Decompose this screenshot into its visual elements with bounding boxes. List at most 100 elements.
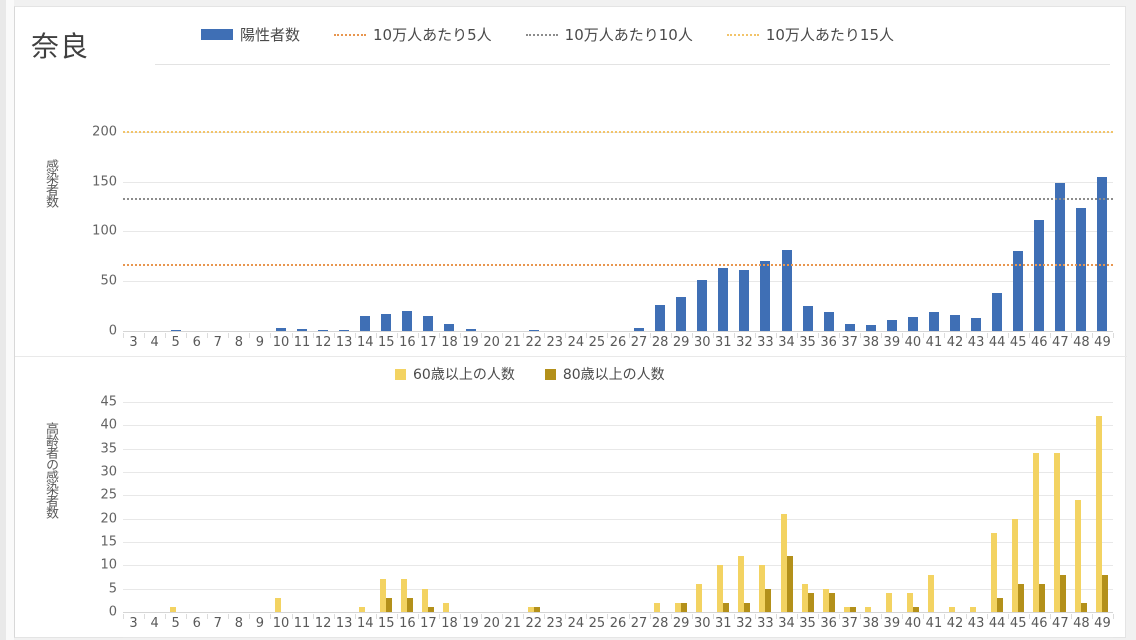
bar-group[interactable] xyxy=(544,117,565,331)
bar[interactable] xyxy=(422,588,429,612)
bar[interactable] xyxy=(912,607,919,612)
bar[interactable] xyxy=(738,556,745,612)
bar[interactable] xyxy=(849,607,856,612)
bar-group[interactable] xyxy=(144,117,165,331)
bar-group[interactable] xyxy=(481,117,502,331)
bar[interactable] xyxy=(928,312,939,331)
bar-group[interactable] xyxy=(818,117,839,331)
bar[interactable] xyxy=(823,312,834,331)
bar[interactable] xyxy=(843,607,850,612)
bar[interactable] xyxy=(1033,453,1040,612)
bar-group[interactable] xyxy=(523,402,544,612)
bar[interactable] xyxy=(906,593,913,612)
legend-item[interactable]: 10万人あたり15人 xyxy=(726,24,894,45)
bar[interactable] xyxy=(169,607,176,612)
bar[interactable] xyxy=(1034,219,1045,331)
bar-group[interactable] xyxy=(165,402,186,612)
bar-group[interactable] xyxy=(249,117,270,331)
legend-item[interactable]: 60歳以上の人数 xyxy=(395,364,515,384)
bar-group[interactable] xyxy=(207,402,228,612)
bar-group[interactable] xyxy=(544,402,565,612)
bar-group[interactable] xyxy=(923,402,944,612)
bar-group[interactable] xyxy=(671,117,692,331)
bar[interactable] xyxy=(318,329,329,331)
bar-group[interactable] xyxy=(1071,117,1092,331)
bar-group[interactable] xyxy=(523,117,544,331)
bar[interactable] xyxy=(1060,574,1067,612)
bar-group[interactable] xyxy=(944,117,965,331)
bar[interactable] xyxy=(681,602,688,612)
bar[interactable] xyxy=(865,325,876,331)
bar[interactable] xyxy=(949,607,956,612)
bar-group[interactable] xyxy=(565,402,586,612)
bar[interactable] xyxy=(786,556,793,612)
bar-group[interactable] xyxy=(418,402,439,612)
bar-group[interactable] xyxy=(860,117,881,331)
bar-group[interactable] xyxy=(797,402,818,612)
bar-group[interactable] xyxy=(460,117,481,331)
bar[interactable] xyxy=(381,314,392,331)
bar[interactable] xyxy=(744,602,751,612)
bar[interactable] xyxy=(807,593,814,612)
bar[interactable] xyxy=(1096,416,1103,612)
bar-group[interactable] xyxy=(334,117,355,331)
bar-group[interactable] xyxy=(1029,402,1050,612)
bar-group[interactable] xyxy=(123,402,144,612)
bar-group[interactable] xyxy=(397,117,418,331)
bar[interactable] xyxy=(170,329,181,331)
bar-group[interactable] xyxy=(292,402,313,612)
bar-group[interactable] xyxy=(629,117,650,331)
bar-group[interactable] xyxy=(713,402,734,612)
bar-group[interactable] xyxy=(186,402,207,612)
bar-group[interactable] xyxy=(249,402,270,612)
bar[interactable] xyxy=(423,316,434,331)
bar[interactable] xyxy=(886,320,897,331)
bar-group[interactable] xyxy=(270,117,291,331)
bar-group[interactable] xyxy=(755,402,776,612)
bar[interactable] xyxy=(992,293,1003,331)
bar-group[interactable] xyxy=(860,402,881,612)
bar-group[interactable] xyxy=(123,117,144,331)
bar[interactable] xyxy=(359,607,366,612)
bar[interactable] xyxy=(697,280,708,331)
bar[interactable] xyxy=(1075,500,1082,612)
bar-group[interactable] xyxy=(692,402,713,612)
bar[interactable] xyxy=(401,579,408,612)
bar[interactable] xyxy=(634,328,645,331)
bar-group[interactable] xyxy=(776,117,797,331)
bar[interactable] xyxy=(907,317,918,331)
bar-group[interactable] xyxy=(502,117,523,331)
bar[interactable] xyxy=(675,602,682,612)
bar[interactable] xyxy=(1097,176,1108,331)
bar-group[interactable] xyxy=(460,402,481,612)
bar[interactable] xyxy=(717,565,724,612)
bar-group[interactable] xyxy=(292,117,313,331)
bar-group[interactable] xyxy=(1050,402,1071,612)
bar-group[interactable] xyxy=(439,117,460,331)
bar-group[interactable] xyxy=(1008,402,1029,612)
bar[interactable] xyxy=(533,607,540,612)
bar-group[interactable] xyxy=(586,117,607,331)
bar-group[interactable] xyxy=(355,402,376,612)
bar[interactable] xyxy=(339,329,350,331)
bar-group[interactable] xyxy=(439,402,460,612)
bar-group[interactable] xyxy=(671,402,692,612)
bar-group[interactable] xyxy=(1029,117,1050,331)
bar-group[interactable] xyxy=(966,402,987,612)
bar-group[interactable] xyxy=(923,117,944,331)
bar-group[interactable] xyxy=(397,402,418,612)
legend-item[interactable]: 陽性者数 xyxy=(201,24,300,45)
bar[interactable] xyxy=(822,588,829,612)
bar-group[interactable] xyxy=(144,402,165,612)
bar-group[interactable] xyxy=(1008,117,1029,331)
bar[interactable] xyxy=(802,306,813,331)
bar-group[interactable] xyxy=(607,117,628,331)
bar-group[interactable] xyxy=(376,117,397,331)
bar-group[interactable] xyxy=(713,117,734,331)
bar-group[interactable] xyxy=(902,117,923,331)
bar[interactable] xyxy=(844,324,855,331)
bar[interactable] xyxy=(885,593,892,612)
bar-group[interactable] xyxy=(165,117,186,331)
bar-group[interactable] xyxy=(502,402,523,612)
legend-item[interactable]: 10万人あたり5人 xyxy=(334,24,492,45)
